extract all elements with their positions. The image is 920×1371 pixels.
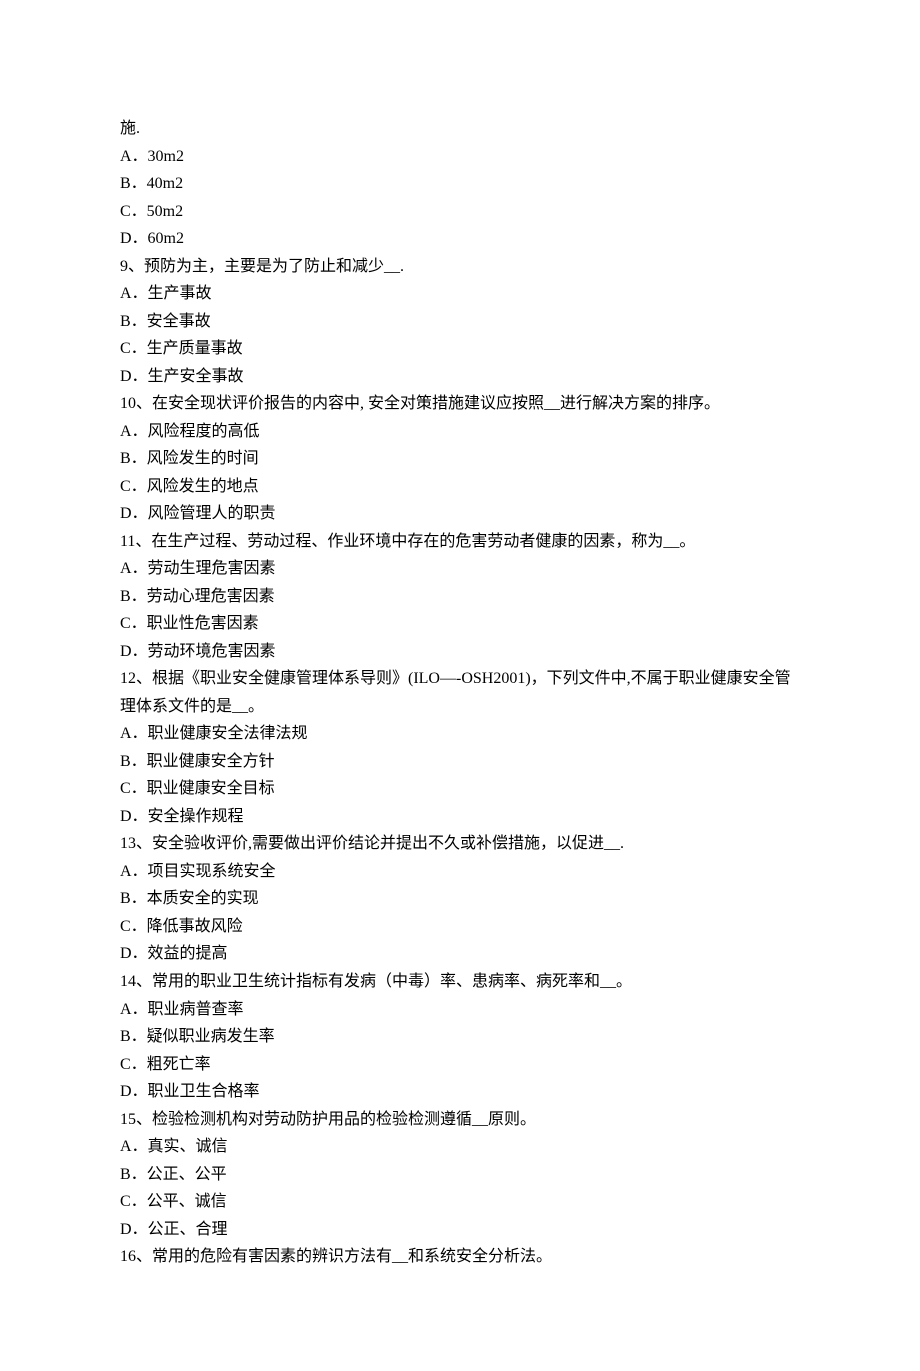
question-13: 13、安全验收评价,需要做出评价结论并提出不久或补偿措施，以促进__.: [120, 830, 800, 858]
text-line: 施.: [120, 115, 800, 143]
option-c: C．粗死亡率: [120, 1051, 800, 1079]
option-a: A．劳动生理危害因素: [120, 555, 800, 583]
option-a: A．职业病普查率: [120, 996, 800, 1024]
option-c: C．50m2: [120, 198, 800, 226]
option-b: B．公正、公平: [120, 1161, 800, 1189]
option-c: C．降低事故风险: [120, 913, 800, 941]
question-16: 16、常用的危险有害因素的辨识方法有__和系统安全分析法。: [120, 1243, 800, 1271]
option-b: B．疑似职业病发生率: [120, 1023, 800, 1051]
question-15: 15、检验检测机构对劳动防护用品的检验检测遵循__原则。: [120, 1106, 800, 1134]
option-d: D．风险管理人的职责: [120, 500, 800, 528]
option-a: A．风险程度的高低: [120, 418, 800, 446]
option-a: A．真实、诚信: [120, 1133, 800, 1161]
option-a: A．项目实现系统安全: [120, 858, 800, 886]
option-d: D．效益的提高: [120, 940, 800, 968]
question-10: 10、在安全现状评价报告的内容中, 安全对策措施建议应按照__进行解决方案的排序…: [120, 390, 800, 418]
option-c: C．职业健康安全目标: [120, 775, 800, 803]
option-d: D．公正、合理: [120, 1216, 800, 1244]
question-9: 9、预防为主，主要是为了防止和减少__.: [120, 253, 800, 281]
option-b: B．职业健康安全方针: [120, 748, 800, 776]
option-c: C．生产质量事故: [120, 335, 800, 363]
option-b: B．风险发生的时间: [120, 445, 800, 473]
question-11: 11、在生产过程、劳动过程、作业环境中存在的危害劳动者健康的因素，称为__。: [120, 528, 800, 556]
option-b: B．劳动心理危害因素: [120, 583, 800, 611]
option-a: A．30m2: [120, 143, 800, 171]
option-b: B．本质安全的实现: [120, 885, 800, 913]
option-d: D．劳动环境危害因素: [120, 638, 800, 666]
option-c: C．风险发生的地点: [120, 473, 800, 501]
option-c: C．职业性危害因素: [120, 610, 800, 638]
option-b: B．40m2: [120, 170, 800, 198]
option-d: D．职业卫生合格率: [120, 1078, 800, 1106]
option-b: B．安全事故: [120, 308, 800, 336]
exam-page: 施. A．30m2 B．40m2 C．50m2 D．60m2 9、预防为主，主要…: [0, 0, 920, 1371]
question-12: 12、根据《职业安全健康管理体系导则》(ILO—-OSH2001)，下列文件中,…: [120, 665, 800, 720]
option-a: A．生产事故: [120, 280, 800, 308]
option-d: D．60m2: [120, 225, 800, 253]
question-14: 14、常用的职业卫生统计指标有发病（中毒）率、患病率、病死率和__。: [120, 968, 800, 996]
option-a: A．职业健康安全法律法规: [120, 720, 800, 748]
option-c: C．公平、诚信: [120, 1188, 800, 1216]
option-d: D．生产安全事故: [120, 363, 800, 391]
option-d: D．安全操作规程: [120, 803, 800, 831]
